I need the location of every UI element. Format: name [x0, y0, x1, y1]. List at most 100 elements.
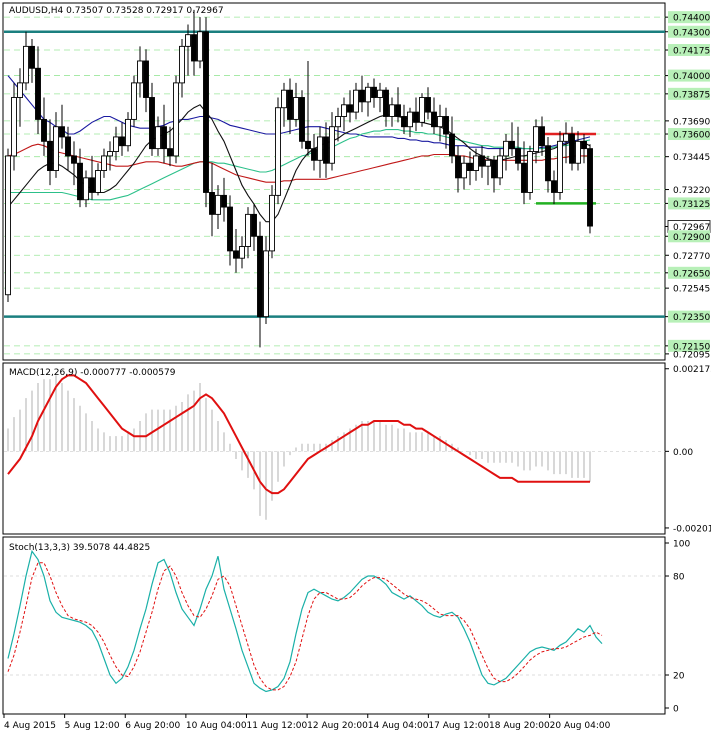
bear-candle [143, 60, 149, 98]
bear-candle [311, 148, 317, 161]
bull-candle [137, 60, 143, 84]
bear-candle [59, 126, 65, 138]
stoch-panel-frame [2, 536, 666, 715]
bull-candle [113, 136, 119, 153]
bull-candle [503, 140, 509, 157]
bear-candle [227, 206, 233, 252]
bull-candle [353, 89, 359, 113]
bull-candle [557, 140, 563, 193]
price-tick-label: 0.72350 [673, 313, 710, 323]
symbol-header: AUDUSD,H4 0.73507 0.73528 0.72917 0.7296… [9, 6, 224, 16]
bull-candle [107, 151, 113, 157]
bear-candle [425, 97, 431, 113]
bear-candle [35, 67, 41, 120]
time-tick-label: 20 Aug 04:00 [550, 721, 611, 731]
bear-candle [431, 111, 437, 128]
price-tick-label: 0.73875 [673, 90, 710, 100]
stoch-signal-line [7, 562, 603, 691]
price-tick-label: 0.74000 [673, 72, 710, 82]
price-label-bg [668, 266, 710, 279]
price-tick-label: 0.72900 [673, 233, 710, 243]
bull-candle [437, 116, 443, 128]
bull-candle [53, 126, 59, 171]
bull-candle [275, 107, 281, 196]
bear-candle [521, 162, 527, 193]
macd-tick-label: 0.002175 [673, 365, 711, 375]
bull-candle [83, 177, 89, 201]
price-tick-label: 0.72650 [673, 269, 710, 279]
bear-candle [149, 97, 155, 150]
bear-candle [209, 192, 215, 215]
time-tick-label: 10 Aug 04:00 [186, 721, 247, 731]
bull-candle [485, 159, 491, 167]
macd-indicator: 0.002175 0.00 -0.002017 [4, 365, 711, 534]
bear-candle [77, 162, 83, 201]
bull-candle [179, 45, 185, 84]
bear-candle [347, 104, 353, 113]
price-tick-label: 0.72095 [673, 350, 710, 360]
price-axis: 0.74400 0.74300 0.74175 0.74000 0.73875 0.736… [665, 11, 710, 360]
bear-candle [455, 155, 461, 179]
bull-candle [5, 155, 11, 296]
price-tick-label: 0.72545 [673, 285, 710, 295]
price-tick-label: 0.74300 [673, 28, 710, 38]
price-label-bg [668, 197, 710, 210]
bull-candle [245, 213, 251, 247]
stoch-tick-label: 80 [673, 573, 685, 583]
price-tick-label: 0.73445 [673, 153, 710, 163]
stochastic-indicator: 100 80 20 0 [4, 540, 690, 715]
bear-candle [467, 162, 473, 171]
bull-candle [389, 104, 395, 117]
stoch-tick-label: 0 [673, 705, 679, 715]
bear-candle [479, 155, 485, 167]
macd-tick-label: 0.00 [673, 448, 693, 458]
time-tick-label: 18 Aug 20:00 [489, 721, 550, 731]
bull-candle [317, 136, 323, 161]
bull-candle [365, 86, 371, 103]
bear-candle [539, 126, 545, 147]
bear-candle [203, 31, 209, 193]
bull-candle [131, 82, 137, 120]
bear-candle [401, 116, 407, 128]
bear-candle [233, 250, 239, 259]
bull-candle [335, 116, 341, 128]
price-label-bg [668, 69, 710, 82]
bear-candle [65, 136, 71, 157]
stoch-tick-label: 20 [673, 672, 685, 682]
candlesticks [5, 9, 593, 348]
stoch-label: Stoch(13,3,3) 39.5078 44.4825 [9, 543, 150, 553]
price-tick-label: 0.74400 [673, 14, 710, 24]
bull-candle [95, 170, 101, 193]
macd-signal-line [7, 374, 590, 495]
horizontal-levels [4, 30, 665, 318]
bear-candle [545, 145, 551, 182]
bull-candle [533, 126, 539, 153]
price-tick-label: 0.73690 [673, 117, 710, 127]
bull-candle [419, 97, 425, 123]
bear-candle [443, 116, 449, 135]
bear-candle [323, 136, 329, 164]
bear-candle [47, 140, 53, 171]
bear-candle [395, 104, 401, 117]
time-tick-label: 11 Aug 12:00 [247, 721, 308, 731]
bear-candle [515, 148, 521, 164]
price-label-bg [668, 128, 710, 141]
time-tick-label: 6 Aug 20:00 [125, 721, 180, 731]
bull-candle [23, 45, 29, 84]
bull-candle [263, 250, 269, 318]
bear-candle [119, 136, 125, 147]
bear-candle [383, 89, 389, 117]
bear-candle [89, 177, 95, 193]
bear-candle [299, 97, 305, 142]
price-label-bg [668, 339, 710, 352]
bull-candle [461, 162, 467, 179]
price-tick-label: 0.73125 [673, 200, 710, 210]
bear-candle [29, 45, 35, 69]
bear-candle [41, 118, 47, 142]
price-tick-label: 0.72770 [673, 252, 710, 262]
bear-candle [569, 133, 575, 164]
moving-average-line [7, 75, 591, 150]
price-tick-label: 0.72150 [673, 342, 710, 352]
